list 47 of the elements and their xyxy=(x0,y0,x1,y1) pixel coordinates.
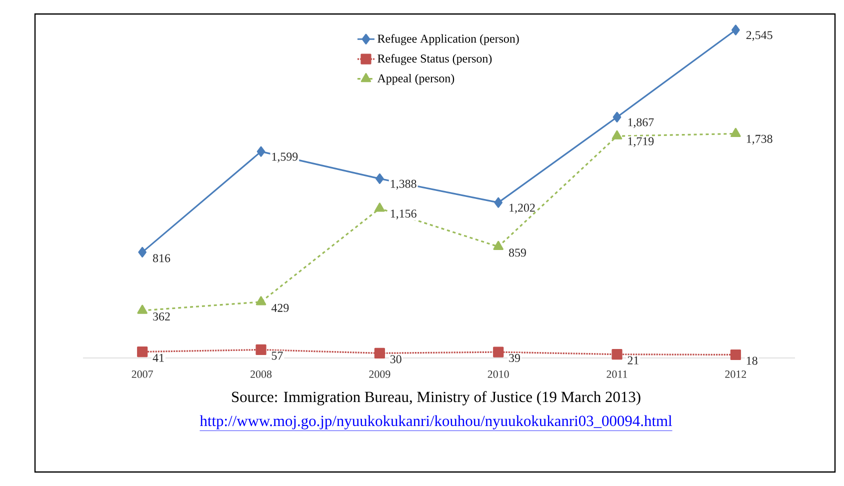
point xyxy=(612,112,622,122)
data-label: 1,388 xyxy=(390,180,416,190)
point xyxy=(730,128,741,137)
data-label: 30 xyxy=(390,355,402,364)
text: http://www.moj.go.jp/nyuukokukanri/kouhou/nyuukokukanri03_00094.html xyxy=(200,415,672,430)
source-note: Source: Immigration Bureau, Ministry of Justice (19 March 2013) xyxy=(232,391,640,406)
point xyxy=(494,197,503,208)
data-label: 41 xyxy=(152,354,164,362)
data-label: 1,156 xyxy=(390,210,416,220)
data-label: 362 xyxy=(153,312,170,321)
legend-label: Refugee Status (person) xyxy=(378,54,492,66)
point xyxy=(612,349,622,360)
point xyxy=(493,346,504,358)
point xyxy=(256,296,266,306)
x-tick-label: 2008 xyxy=(250,370,272,378)
x-tick-label: 2010 xyxy=(488,370,509,378)
data-label: 1,719 xyxy=(628,137,654,148)
point xyxy=(137,304,148,314)
data-label: 18 xyxy=(746,356,758,365)
point xyxy=(374,202,385,212)
data-label: 39 xyxy=(509,354,520,362)
x-tick-label: 2007 xyxy=(132,370,153,378)
data-label: 429 xyxy=(271,304,289,312)
legend-label: Refugee Application (person) xyxy=(378,34,519,46)
point xyxy=(730,349,741,360)
data-label: 816 xyxy=(152,254,170,262)
legend-label: Appeal (person) xyxy=(377,74,454,85)
data-label: 2,545 xyxy=(746,31,772,41)
point xyxy=(256,344,266,356)
data-label: 57 xyxy=(272,352,283,360)
x-tick-label: 2011 xyxy=(606,370,628,378)
data-label: 1,867 xyxy=(628,118,654,128)
point xyxy=(493,240,504,250)
data-label: 1,599 xyxy=(272,152,298,162)
point xyxy=(732,24,740,36)
point xyxy=(374,348,385,358)
data-label: 859 xyxy=(508,248,526,257)
point xyxy=(256,146,266,157)
point xyxy=(376,173,384,184)
point xyxy=(612,130,622,140)
point xyxy=(137,346,148,358)
point xyxy=(138,246,147,258)
x-tick-label: 2009 xyxy=(369,370,390,378)
x-tick-label: 2012 xyxy=(725,370,746,378)
data-label: 1,202 xyxy=(510,204,535,214)
data-label: 21 xyxy=(628,356,638,364)
data-label: 1,738 xyxy=(746,134,772,145)
